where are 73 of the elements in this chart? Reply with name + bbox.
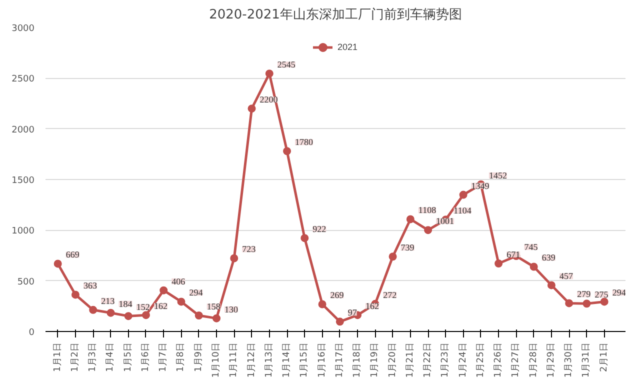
data-label: 1349	[471, 180, 490, 191]
data-label: 639	[542, 252, 556, 263]
data-label: 97	[348, 308, 358, 318]
data-label: 1108	[418, 205, 437, 216]
data-label: 162	[154, 301, 168, 312]
x-tick-label: 2月1日	[599, 342, 610, 372]
x-tick-label: 1月6日	[140, 342, 151, 372]
x-tick-label: 1月2日	[70, 342, 80, 372]
x-tick-label: 1月18日	[352, 342, 363, 378]
data-label: 723	[242, 244, 256, 254]
data-label: 671	[506, 250, 520, 260]
data-label: 130	[224, 304, 239, 314]
x-tick-label: 1月31日	[582, 342, 592, 378]
data-label: 2545	[277, 60, 296, 70]
data-label: 1001	[436, 216, 454, 226]
x-tick-label: 1月5日	[123, 342, 134, 372]
data-label: 275	[594, 290, 609, 300]
x-tick-label: 1月21日	[405, 342, 416, 378]
data-label: 158	[206, 301, 221, 312]
x-tick-label: 1月19日	[370, 342, 380, 378]
data-label: 2200	[260, 94, 278, 105]
data-label: 269	[330, 290, 344, 300]
x-tick-label: 1月22日	[423, 342, 434, 378]
data-label: 1780	[295, 137, 314, 148]
x-tick-label: 1月17日	[334, 342, 345, 378]
x-tick-label: 1月9日	[194, 342, 204, 372]
data-label: 162	[366, 301, 380, 312]
data-label: 294	[189, 288, 204, 298]
x-tick-label: 1月27日	[511, 342, 522, 378]
data-label: 406	[172, 276, 186, 286]
data-label: 922	[312, 224, 326, 234]
data-label: 272	[383, 290, 397, 300]
x-tick-label: 1月13日	[264, 342, 274, 378]
data-label: 184	[118, 298, 133, 309]
data-label: 457	[559, 271, 574, 282]
data-label: 1452	[488, 170, 507, 180]
y-tick-label: 500	[17, 277, 35, 288]
x-tick-label: 1月28日	[528, 342, 539, 378]
x-tick-label: 1月25日	[476, 342, 486, 378]
data-label: 152	[136, 302, 150, 312]
data-label: 279	[577, 289, 592, 300]
x-tick-label: 1月23日	[440, 342, 451, 378]
data-label: 739	[400, 242, 415, 253]
data-label: 213	[101, 296, 116, 306]
x-tick-label: 1月3日	[88, 342, 98, 372]
y-tick-label: 1000	[12, 226, 35, 237]
x-tick-label: 1月7日	[158, 342, 169, 372]
data-label: 745	[524, 242, 538, 252]
x-tick-label: 1月10日	[212, 342, 222, 378]
x-tick-label: 1月12日	[246, 342, 257, 378]
legend-label: 2021	[337, 42, 358, 52]
x-tick-label: 1月29日	[546, 342, 556, 378]
y-tick-label: 0	[28, 328, 35, 338]
x-tick-label: 1月15日	[300, 342, 310, 378]
data-label: 1104	[454, 206, 472, 216]
data-label: 669	[66, 250, 80, 260]
x-tick-label: 1月11日	[229, 342, 240, 378]
x-tick-label: 1月14日	[282, 342, 292, 378]
x-tick-label: 1月16日	[317, 342, 328, 378]
x-tick-label: 1月26日	[494, 342, 504, 378]
y-tick-label: 1500	[12, 176, 35, 186]
y-tick-label: 2500	[12, 74, 35, 85]
y-tick-label: 3000	[12, 24, 35, 34]
x-tick-label: 1月4日	[106, 342, 116, 372]
chart-title: 2020-2021年山东深加工厂门前到车辆势图	[209, 6, 462, 22]
x-tick-label: 1月1日	[52, 342, 63, 372]
x-tick-label: 1月8日	[176, 342, 186, 372]
x-tick-label: 1月20日	[388, 342, 398, 378]
x-tick-label: 1月24日	[458, 342, 468, 378]
y-tick-label: 2000	[12, 125, 35, 136]
x-tick-label: 1月30日	[564, 342, 574, 378]
data-label: 294	[612, 288, 626, 298]
data-label: 363	[83, 280, 98, 291]
